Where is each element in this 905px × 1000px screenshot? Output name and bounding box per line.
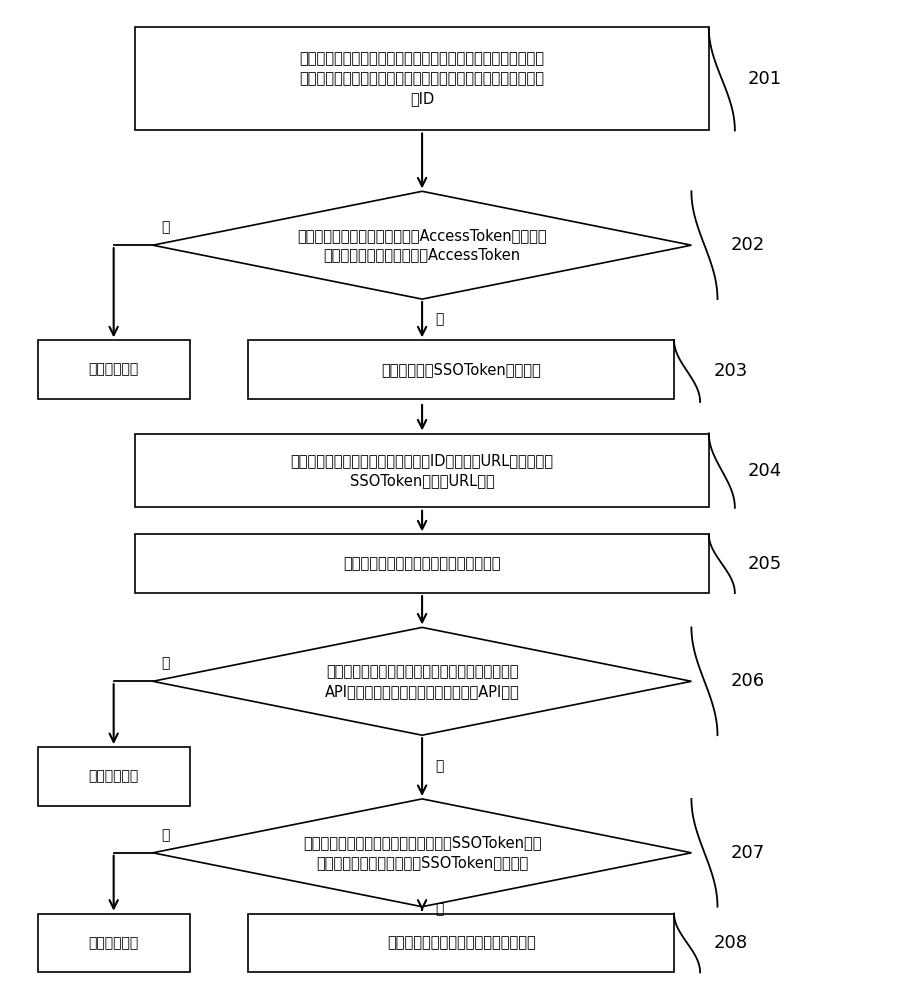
Text: 允许当前用户访问目标第三方业务系统: 允许当前用户访问目标第三方业务系统 <box>386 935 536 950</box>
Text: 206: 206 <box>730 672 765 690</box>
Text: 是: 是 <box>435 313 443 327</box>
Polygon shape <box>153 627 691 735</box>
Text: 生成单点令牌SSOToken，并保存: 生成单点令牌SSOToken，并保存 <box>381 362 541 377</box>
Text: 否: 否 <box>161 221 170 235</box>
Text: 结束当前流程: 结束当前流程 <box>89 363 138 377</box>
Text: 207: 207 <box>730 844 765 862</box>
Text: 否: 否 <box>161 657 170 671</box>
Text: 205: 205 <box>748 555 782 573</box>
Polygon shape <box>153 799 691 907</box>
Text: 203: 203 <box>713 362 748 380</box>
Text: 结束当前流程: 结束当前流程 <box>89 936 138 950</box>
FancyBboxPatch shape <box>136 434 709 507</box>
Text: 接收目标第三方业务系统发送的认证请求: 接收目标第三方业务系统发送的认证请求 <box>343 556 500 571</box>
Text: 204: 204 <box>748 462 782 480</box>
FancyBboxPatch shape <box>248 340 674 399</box>
Text: 202: 202 <box>730 236 765 254</box>
FancyBboxPatch shape <box>38 914 190 972</box>
Text: 结束当前流程: 结束当前流程 <box>89 769 138 783</box>
FancyBboxPatch shape <box>248 914 674 972</box>
Text: 判断发送给目标第三方业务系统的所述SSOToken与目
标第三方业务系统接收到的SSOToken是否一致: 判断发送给目标第三方业务系统的所述SSOToken与目 标第三方业务系统接收到的… <box>303 835 541 870</box>
Text: 208: 208 <box>713 934 748 952</box>
Text: 201: 201 <box>748 70 782 88</box>
Text: 是: 是 <box>435 903 443 917</box>
FancyBboxPatch shape <box>38 747 190 806</box>
Text: 接收门户系统发送的当前用户对应的单点登录请求；单点登录请
求中携带有至少一个第三方业务系统中任一目标第三方业务系统
的ID: 接收门户系统发送的当前用户对应的单点登录请求；单点登录请 求中携带有至少一个第三… <box>300 51 545 106</box>
FancyBboxPatch shape <box>136 27 709 130</box>
FancyBboxPatch shape <box>38 340 190 399</box>
Polygon shape <box>153 191 691 299</box>
Text: 判断预先针对至少一个第三方业务系统分别设置的
API账号中是否存在认证请求中携带的API账号: 判断预先针对至少一个第三方业务系统分别设置的 API账号中是否存在认证请求中携带… <box>325 664 519 699</box>
Text: 否: 否 <box>161 828 170 842</box>
FancyBboxPatch shape <box>136 534 709 593</box>
Text: 判断已保存的至少一个访问令牌AccessToken中是否存
在该单点登录请求中携带的AccessToken: 判断已保存的至少一个访问令牌AccessToken中是否存 在该单点登录请求中携… <box>297 228 547 263</box>
Text: 是: 是 <box>435 760 443 774</box>
Text: 获取预设的与目标第三方业务系统的ID相对应的URL地址，并将
SSOToken发送给URL地址: 获取预设的与目标第三方业务系统的ID相对应的URL地址，并将 SSOToken发… <box>291 453 554 488</box>
